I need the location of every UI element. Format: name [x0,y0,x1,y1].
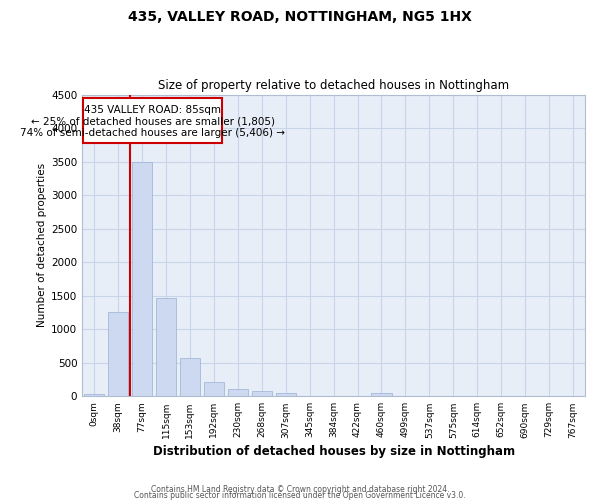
Bar [156,298,176,396]
Text: 435, VALLEY ROAD, NOTTINGHAM, NG5 1HX: 435, VALLEY ROAD, NOTTINGHAM, NG5 1HX [128,10,472,24]
Text: 74% of semi-detached houses are larger (5,406) →: 74% of semi-detached houses are larger (… [20,128,286,138]
Bar [251,392,272,396]
Bar [132,162,152,396]
X-axis label: Distribution of detached houses by size in Nottingham: Distribution of detached houses by size … [152,444,515,458]
Text: 435 VALLEY ROAD: 85sqm: 435 VALLEY ROAD: 85sqm [85,104,221,115]
Bar [84,394,104,396]
Text: ← 25% of detached houses are smaller (1,805): ← 25% of detached houses are smaller (1,… [31,116,275,126]
Y-axis label: Number of detached properties: Number of detached properties [37,164,47,328]
FancyBboxPatch shape [83,98,222,143]
Bar [203,382,224,396]
Bar [108,312,128,396]
Bar [275,394,296,396]
Title: Size of property relative to detached houses in Nottingham: Size of property relative to detached ho… [158,79,509,92]
Text: Contains HM Land Registry data © Crown copyright and database right 2024.: Contains HM Land Registry data © Crown c… [151,485,449,494]
Bar [180,358,200,397]
Bar [227,390,248,396]
Text: Contains public sector information licensed under the Open Government Licence v3: Contains public sector information licen… [134,491,466,500]
Bar [371,392,392,396]
